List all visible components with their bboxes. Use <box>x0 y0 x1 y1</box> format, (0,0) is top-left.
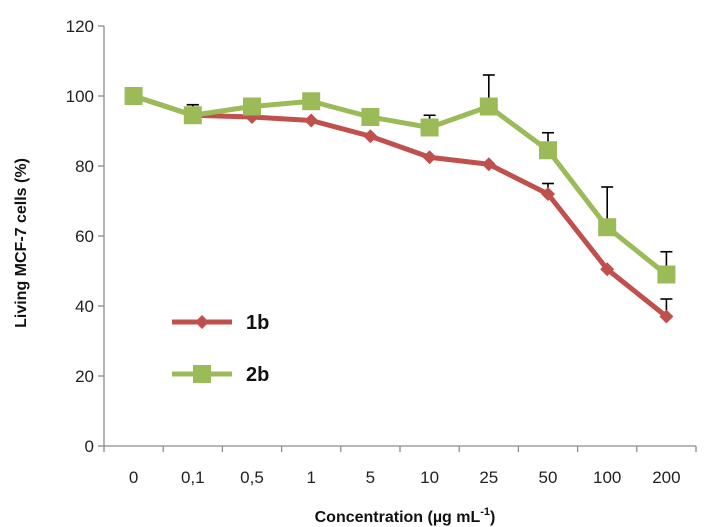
x-axis: 0 0,1 0,5 1 5 10 25 50 100 200 <box>103 445 697 487</box>
x-tick-label: 25 <box>479 468 498 487</box>
series-line <box>132 93 668 319</box>
y-tick-label: 0 <box>85 437 94 456</box>
x-tick-label: 5 <box>366 468 375 487</box>
data-point <box>363 129 378 144</box>
series-line <box>132 93 668 277</box>
y-tick-label: 120 <box>66 17 94 36</box>
y-tick-label: 20 <box>75 367 94 386</box>
x-axis-title-main: Concentration (µg mL <box>315 509 481 526</box>
y-tick-label: 60 <box>75 227 94 246</box>
legend: 1b 2b <box>172 312 269 386</box>
data-point <box>598 218 617 237</box>
data-point <box>539 141 557 160</box>
x-tick-label: 0 <box>129 468 138 487</box>
y-tick-label: 80 <box>75 157 94 176</box>
legend-marker <box>193 365 211 383</box>
x-tick-label: 1 <box>306 468 315 487</box>
y-tick-label: 40 <box>75 297 94 316</box>
x-tick-label: 200 <box>652 468 680 487</box>
data-point <box>124 87 143 105</box>
x-axis-title-suffix: ) <box>490 509 495 526</box>
y-axis: 0 20 40 60 80 100 120 <box>66 17 105 456</box>
x-tick-label: 0,5 <box>240 468 264 487</box>
data-point <box>243 97 261 116</box>
data-point <box>600 262 615 277</box>
legend-label: 2b <box>246 364 269 386</box>
data-point <box>302 92 321 111</box>
data-point <box>541 187 555 201</box>
legend-item-1b: 1b <box>172 312 269 334</box>
x-tick-label: 10 <box>420 468 439 487</box>
data-point <box>479 97 498 116</box>
data-point <box>304 113 319 128</box>
legend-marker <box>195 315 209 329</box>
data-point <box>422 150 437 165</box>
data-point <box>657 265 676 284</box>
x-tick-label: 0,1 <box>181 468 205 487</box>
data-point <box>361 108 380 126</box>
y-axis-title: Living MCF-7 cells (%) <box>13 158 30 328</box>
series-2b <box>124 74 676 284</box>
data-point <box>183 106 202 125</box>
x-axis-title: Concentration (µg mL-1) <box>315 506 496 526</box>
legend-label: 1b <box>246 312 269 334</box>
data-point <box>420 118 439 137</box>
legend-item-2b: 2b <box>172 364 269 386</box>
y-tick-label: 100 <box>66 87 94 106</box>
x-tick-label: 100 <box>593 468 621 487</box>
data-point <box>659 309 674 324</box>
x-axis-title-superscript: -1 <box>480 506 490 518</box>
data-point <box>481 157 496 172</box>
x-tick-label: 50 <box>539 468 558 487</box>
plot-area <box>124 74 676 324</box>
